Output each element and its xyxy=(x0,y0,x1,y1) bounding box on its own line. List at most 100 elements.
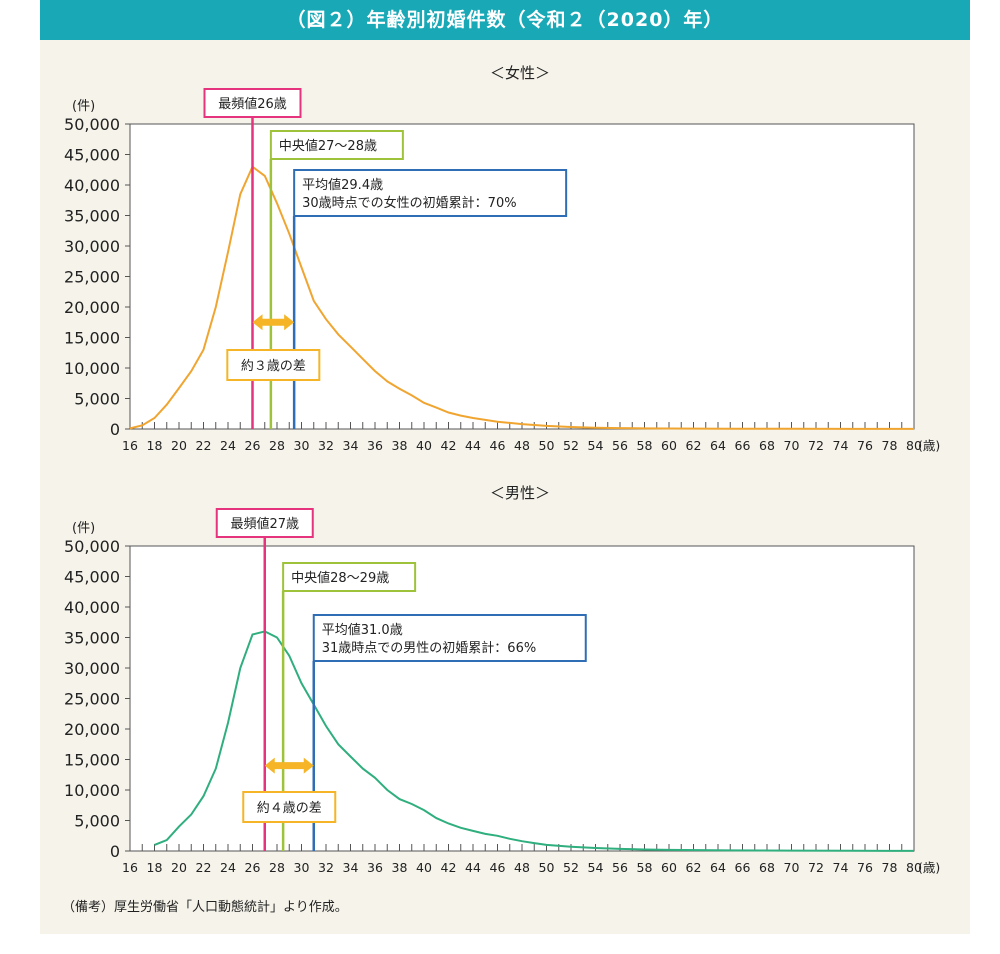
gap-label: 約４歳の差 xyxy=(257,801,322,816)
y-tick-label: 35,000 xyxy=(64,629,120,648)
y-tick-label: 10,000 xyxy=(64,781,120,800)
gap-arrow-head-left xyxy=(252,314,263,331)
x-tick-label: 34 xyxy=(343,860,359,875)
x-tick-label: 18 xyxy=(147,860,163,875)
x-tick-label: 24 xyxy=(220,438,236,453)
y-tick-label: 45,000 xyxy=(64,568,120,587)
x-tick-label: 74 xyxy=(833,860,849,875)
gap-label-box xyxy=(226,349,321,381)
x-tick-label: 62 xyxy=(686,860,702,875)
y-tick-label: 45,000 xyxy=(64,146,120,165)
x-tick-label: 74 xyxy=(833,438,849,453)
x-tick-label: 28 xyxy=(269,860,285,875)
y-tick-label: 50,000 xyxy=(64,115,120,134)
x-tick-label: 66 xyxy=(735,860,751,875)
series-line xyxy=(154,630,915,852)
x-tick-label: 58 xyxy=(637,860,653,875)
y-tick-label: 0 xyxy=(110,842,120,861)
x-tick-label: 60 xyxy=(661,860,677,875)
y-tick-label: 10,000 xyxy=(64,359,120,378)
x-tick-label: 32 xyxy=(318,438,334,453)
x-tick-label: 18 xyxy=(147,438,163,453)
y-tick-label: 35,000 xyxy=(64,207,120,226)
y-tick-label: 15,000 xyxy=(64,329,120,348)
x-tick-label: 66 xyxy=(735,438,751,453)
y-tick-label: 5,000 xyxy=(74,390,120,409)
gap-arrow-head-left xyxy=(264,757,275,774)
x-tick-label: 44 xyxy=(465,860,481,875)
y-unit-label: (件) xyxy=(72,521,95,536)
x-tick-label: 36 xyxy=(367,438,383,453)
x-tick-label: 54 xyxy=(588,860,604,875)
x-tick-label: 44 xyxy=(465,438,481,453)
y-tick-label: 5,000 xyxy=(74,812,120,831)
y-tick-label: 15,000 xyxy=(64,751,120,770)
x-unit-label: (歳) xyxy=(918,438,940,453)
y-tick-label: 30,000 xyxy=(64,659,120,678)
x-tick-label: 28 xyxy=(269,438,285,453)
x-tick-label: 54 xyxy=(588,438,604,453)
x-tick-label: 48 xyxy=(514,860,530,875)
x-tick-label: 78 xyxy=(882,860,898,875)
x-tick-label: 72 xyxy=(808,860,824,875)
x-tick-label: 76 xyxy=(857,860,873,875)
y-unit-label: (件) xyxy=(72,99,95,114)
x-tick-label: 80 xyxy=(906,438,922,453)
x-tick-label: 24 xyxy=(220,860,236,875)
x-tick-label: 22 xyxy=(196,438,212,453)
x-tick-label: 46 xyxy=(490,438,506,453)
x-tick-label: 76 xyxy=(857,438,873,453)
y-tick-label: 20,000 xyxy=(64,298,120,317)
x-tick-label: 62 xyxy=(686,438,702,453)
y-tick-label: 30,000 xyxy=(64,237,120,256)
series-line xyxy=(129,165,914,430)
mode-label-box xyxy=(215,508,314,538)
x-tick-label: 16 xyxy=(122,860,138,875)
x-tick-label: 68 xyxy=(759,438,775,453)
x-tick-label: 64 xyxy=(710,860,726,875)
x-tick-label: 52 xyxy=(563,860,579,875)
median-label-box xyxy=(282,562,417,592)
x-tick-label: 20 xyxy=(171,438,187,453)
y-tick-label: 40,000 xyxy=(64,598,120,617)
x-tick-label: 48 xyxy=(514,438,530,453)
gap-arrow-head-right xyxy=(284,314,295,331)
mode-label: 最頻値27歳 xyxy=(230,516,299,532)
x-tick-label: 52 xyxy=(563,438,579,453)
y-tick-label: 0 xyxy=(110,420,120,439)
x-tick-label: 36 xyxy=(367,860,383,875)
x-unit-label: (歳) xyxy=(918,860,940,875)
gap-label-box xyxy=(242,791,337,823)
median-label-box xyxy=(269,130,404,160)
x-tick-label: 46 xyxy=(490,860,506,875)
x-tick-label: 60 xyxy=(661,438,677,453)
x-tick-label: 16 xyxy=(122,438,138,453)
x-tick-label: 32 xyxy=(318,860,334,875)
mean-label-box xyxy=(312,614,587,662)
x-tick-label: 72 xyxy=(808,438,824,453)
x-tick-label: 40 xyxy=(416,438,432,453)
x-tick-label: 64 xyxy=(710,438,726,453)
mode-label-box xyxy=(203,88,302,118)
median-label: 中央値28～29歳 xyxy=(291,570,389,586)
y-tick-label: 25,000 xyxy=(64,690,120,709)
x-tick-label: 30 xyxy=(294,438,310,453)
x-tick-label: 70 xyxy=(784,860,800,875)
mean-label-line1: 平均値29.4歳 xyxy=(302,177,383,193)
y-tick-label: 25,000 xyxy=(64,268,120,287)
median-label: 中央値27～28歳 xyxy=(279,138,377,154)
mean-label-box xyxy=(293,169,568,217)
x-tick-label: 80 xyxy=(906,860,922,875)
mean-label-line1: 平均値31.0歳 xyxy=(322,622,403,638)
x-tick-label: 50 xyxy=(539,860,555,875)
chart-male: ＜男性＞ (件)50,000 45,000 40,000 35,000 30,000 25,… xyxy=(64,484,940,875)
x-tick-label: 42 xyxy=(441,438,457,453)
x-tick-label: 26 xyxy=(245,860,261,875)
x-tick-label: 56 xyxy=(612,438,628,453)
gap-label: 約３歳の差 xyxy=(241,359,306,374)
chart-female: ＜女性＞ (件)50,000 45,000 40,000 35,000 30,000 25,… xyxy=(64,64,940,453)
x-tick-label: 30 xyxy=(294,860,310,875)
gap-arrow-head-right xyxy=(303,757,314,774)
x-tick-label: 78 xyxy=(882,438,898,453)
x-tick-label: 42 xyxy=(441,860,457,875)
